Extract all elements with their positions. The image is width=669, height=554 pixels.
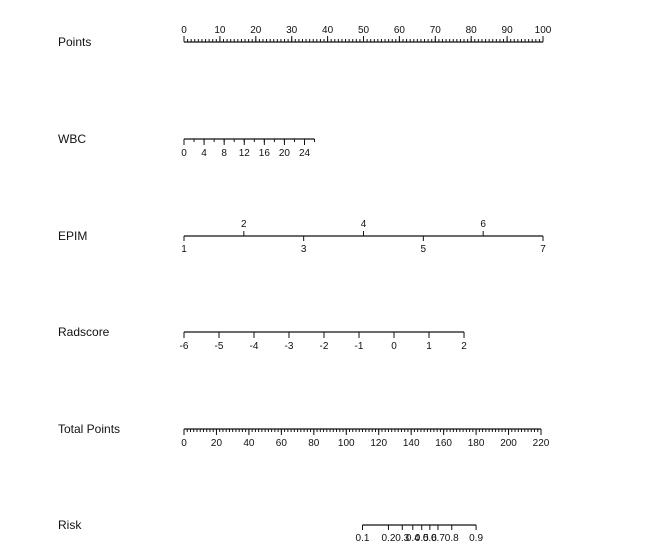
tick-label-total-points: 0 [181,438,187,449]
tick-label-risk: 0.2 [382,533,396,544]
tick-label-radscore: -3 [285,341,294,352]
tick-label-total-points: 220 [533,438,550,449]
tick-label-wbc: 24 [299,148,311,159]
row-label-epim: EPIM [58,229,87,243]
tick-label-wbc: 16 [259,148,271,159]
tick-label-risk: 0.9 [469,533,483,544]
tick-label-risk: 0.1 [356,533,370,544]
tick-label-wbc: 4 [201,148,207,159]
tick-label-radscore: 1 [426,341,432,352]
tick-label-radscore: -4 [250,341,259,352]
tick-label-risk: 0.7 [431,533,445,544]
tick-label-wbc: 0 [181,148,187,159]
tick-label-risk: 0.3 [395,533,409,544]
tick-label-wbc: 20 [279,148,291,159]
row-label-total-points: Total Points [58,422,120,436]
tick-label-total-points: 180 [468,438,485,449]
tick-label-risk: 0.4 [406,533,420,544]
tick-label-points: 80 [466,25,478,36]
tick-label-points: 0 [181,25,187,36]
tick-label-radscore: 0 [391,341,397,352]
tick-label-points: 50 [358,25,370,36]
tick-label-radscore: -6 [180,341,189,352]
tick-label-total-points: 120 [370,438,387,449]
tick-label-total-points: 140 [403,438,420,449]
tick-label-points: 40 [322,25,334,36]
tick-label-radscore: -5 [215,341,224,352]
row-label-points: Points [58,35,91,49]
tick-label-total-points: 20 [211,438,223,449]
tick-label-risk: 0.8 [445,533,459,544]
tick-label-risk: 0.5 [415,533,429,544]
tick-label-radscore: -2 [320,341,329,352]
tick-label-total-points: 200 [500,438,517,449]
row-label-risk: Risk [58,518,82,532]
tick-label-radscore: -1 [355,341,364,352]
row-label-radscore: Radscore [58,325,110,339]
tick-label-wbc: 12 [239,148,251,159]
tick-label-points: 60 [394,25,406,36]
tick-label-points: 90 [502,25,514,36]
tick-label-epim: 6 [480,219,486,230]
tick-label-risk: 0.6 [423,533,437,544]
tick-label-points: 20 [250,25,262,36]
tick-label-points: 10 [214,25,226,36]
tick-label-epim: 4 [361,219,367,230]
tick-label-total-points: 80 [308,438,320,449]
tick-label-radscore: 2 [461,341,467,352]
tick-label-epim: 1 [181,244,187,255]
tick-label-total-points: 160 [435,438,452,449]
tick-label-wbc: 8 [221,148,227,159]
tick-label-points: 100 [535,25,552,36]
tick-label-epim: 3 [301,244,307,255]
tick-label-epim: 5 [421,244,427,255]
tick-label-points: 30 [286,25,298,36]
tick-label-total-points: 60 [276,438,288,449]
tick-label-epim: 2 [241,219,247,230]
tick-label-total-points: 40 [243,438,255,449]
tick-label-points: 70 [430,25,442,36]
row-label-wbc: WBC [58,132,86,146]
tick-label-epim: 7 [540,244,546,255]
tick-label-total-points: 100 [338,438,355,449]
